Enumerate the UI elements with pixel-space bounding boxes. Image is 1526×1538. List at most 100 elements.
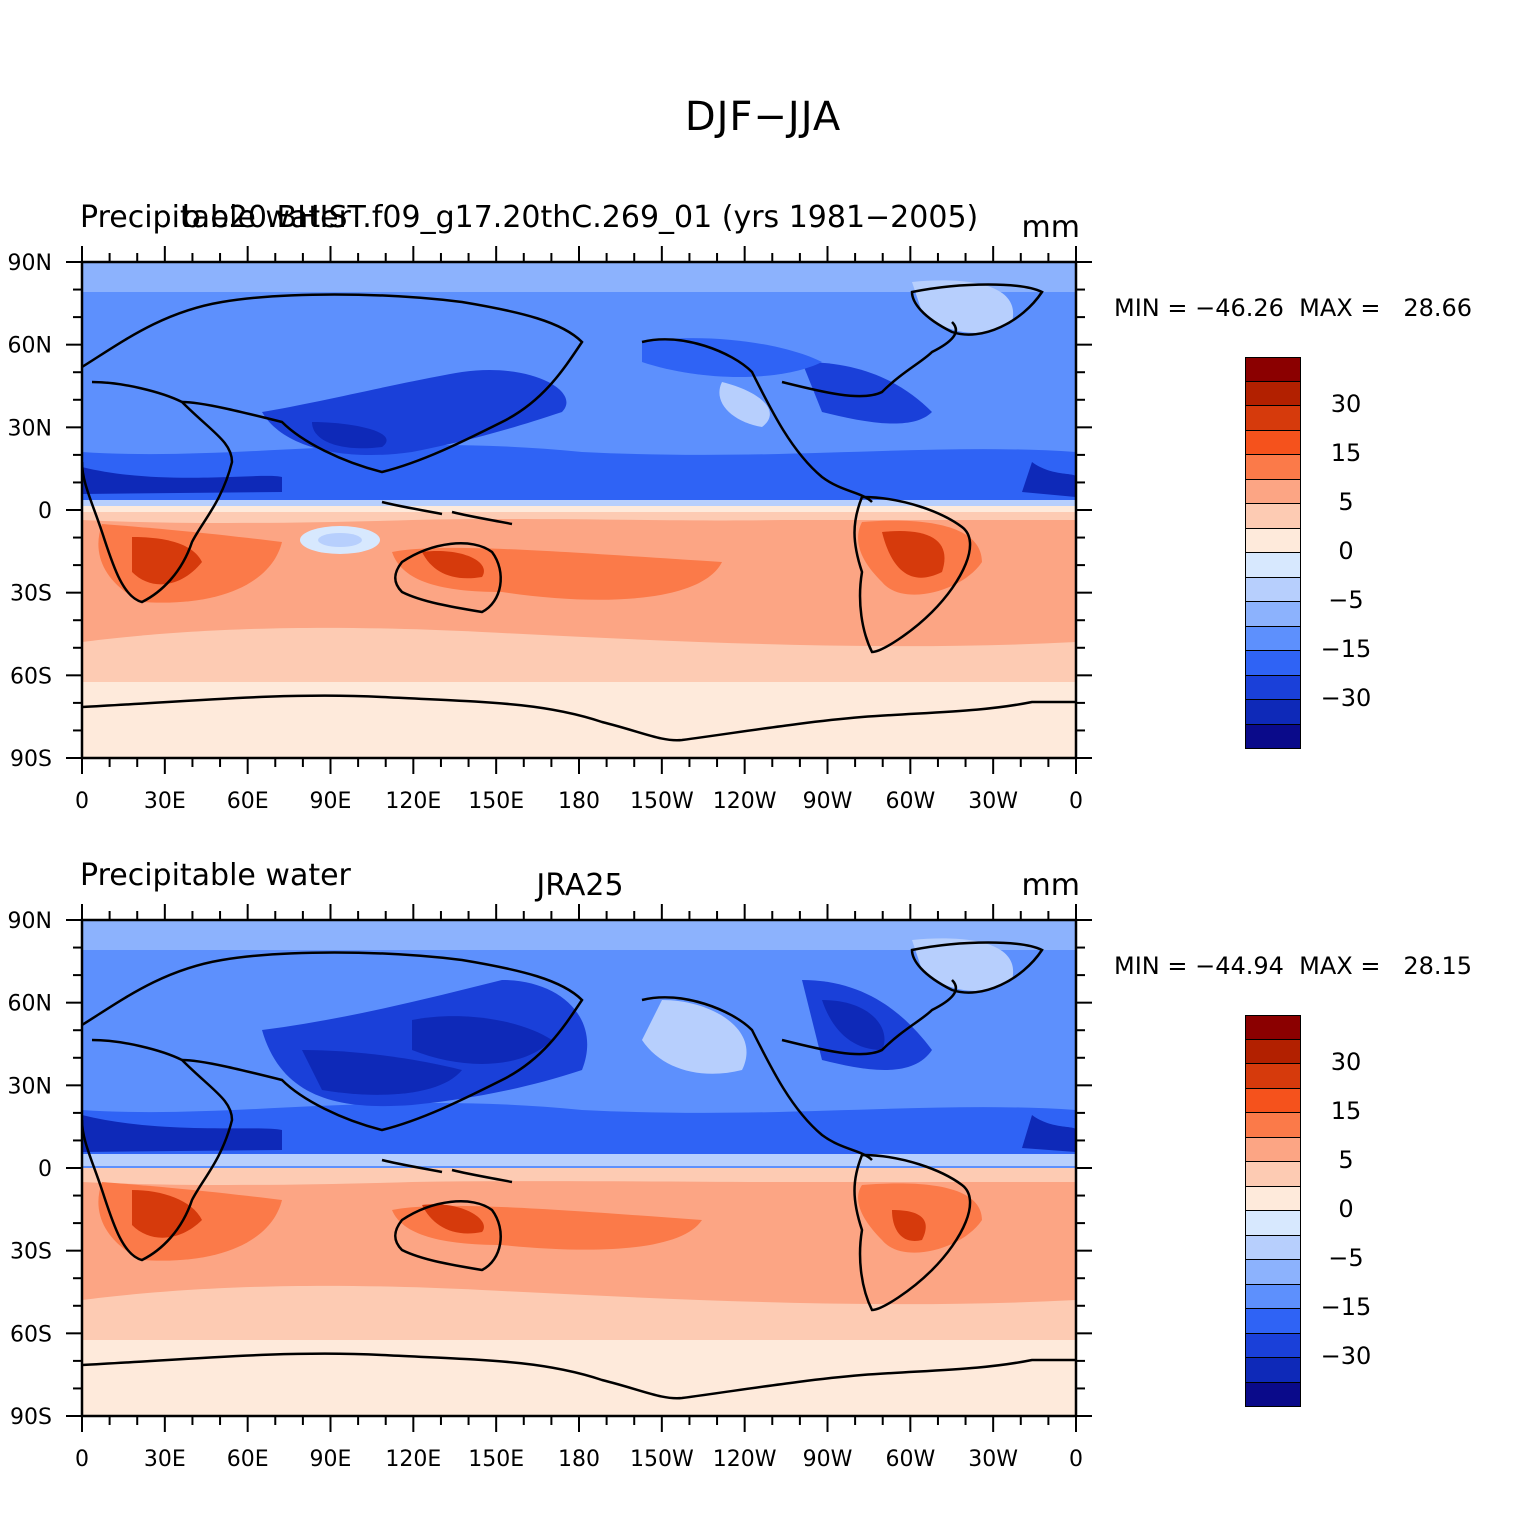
lon-tick-label: 150E	[468, 1447, 524, 1472]
lat-tick-label: 30S	[10, 1240, 52, 1265]
colorbar-box	[1245, 577, 1301, 602]
lon-tick-label: 120W	[713, 1447, 777, 1472]
lon-tick-label: 180	[558, 789, 600, 814]
colorbar-box	[1245, 1235, 1301, 1260]
colorbar-box	[1245, 700, 1301, 725]
colorbar-label: 15	[1330, 439, 1362, 467]
lon-tick-label: 30W	[968, 789, 1018, 814]
colorbar-box	[1245, 455, 1301, 480]
colorbar-label: 30	[1330, 1048, 1362, 1076]
colorbar-label: 15	[1330, 1097, 1362, 1125]
lon-tick-label: 120W	[713, 789, 777, 814]
colorbar-box	[1245, 430, 1301, 455]
colorbar-box	[1245, 1088, 1301, 1113]
lat-tick-label: 90S	[10, 747, 52, 772]
lon-tick-label: 180	[558, 1447, 600, 1472]
axes-ticks: 0 30E 60E 90E 120E 150E 180 150W 120W 90W 60W 30W 09…	[8, 904, 1092, 1472]
colorbar-box	[1245, 528, 1301, 553]
colorbar-label: −15	[1320, 1293, 1372, 1321]
colorbar-label: −30	[1320, 1342, 1372, 1370]
lat-tick-label: 60N	[8, 992, 52, 1017]
lat-tick-label: 60S	[10, 664, 52, 689]
lon-tick-label: 90E	[310, 789, 352, 814]
panel-left-title: Precipitable water	[80, 200, 351, 235]
lon-tick-label: 60W	[885, 1447, 935, 1472]
lon-tick-label: 150E	[468, 789, 524, 814]
colorbar-label: 5	[1338, 488, 1354, 516]
lon-tick-label: 30E	[144, 1447, 186, 1472]
map-plot-area	[82, 920, 1076, 1416]
lon-tick-label: 90W	[803, 1447, 853, 1472]
colorbar-label: 0	[1338, 537, 1354, 565]
lat-tick-label: 30S	[10, 582, 52, 607]
lon-tick-label: 30W	[968, 1447, 1018, 1472]
colorbar-label: −15	[1320, 635, 1372, 663]
colorbar-box	[1245, 479, 1301, 504]
lon-tick-label: 30E	[144, 789, 186, 814]
colorbar	[1245, 357, 1301, 749]
lon-tick-label: 90W	[803, 789, 853, 814]
panel-model: Precipitable water b.e20.BHIST.f09_g17.2…	[0, 0, 1526, 814]
colorbar-box	[1245, 1358, 1301, 1383]
lat-tick-label: 30N	[8, 416, 52, 441]
lat-tick-label: 60S	[10, 1322, 52, 1347]
colorbar-box	[1245, 504, 1301, 529]
precip-field-map	[82, 262, 1076, 758]
colorbar-label: 30	[1330, 390, 1362, 418]
panel-center-title: b.e20.BHIST.f09_g17.20thC.269_01 (yrs 19…	[181, 200, 979, 235]
colorbar-box	[1245, 553, 1301, 578]
figure-title: DJF−JJA	[684, 94, 842, 140]
map-plot-area	[82, 262, 1076, 758]
precip-field-map	[82, 920, 1076, 1416]
colorbar-box	[1245, 1211, 1301, 1236]
min-max-label: MIN = −44.94 MAX = 28.15	[1114, 952, 1473, 980]
panel-units: mm	[1021, 210, 1080, 245]
colorbar-box	[1245, 651, 1301, 676]
lon-tick-label: 150W	[630, 1447, 694, 1472]
colorbar-box	[1245, 1137, 1301, 1162]
colorbar-label: −5	[1328, 1244, 1364, 1272]
lat-tick-label: 90S	[10, 1405, 52, 1430]
lon-tick-label: 120E	[385, 1447, 441, 1472]
colorbar	[1245, 1015, 1301, 1407]
colorbar-box	[1245, 1039, 1301, 1064]
lat-tick-label: 30N	[8, 1074, 52, 1099]
colorbar-box	[1245, 1382, 1301, 1407]
lon-tick-label: 0	[1069, 789, 1083, 814]
lon-tick-label: 0	[75, 789, 89, 814]
panel-center-title: JRA25	[536, 868, 624, 903]
colorbar-box	[1245, 381, 1301, 406]
colorbar-label: 0	[1338, 1195, 1354, 1223]
lat-tick-label: 0	[38, 499, 52, 524]
lon-tick-label: 60E	[227, 1447, 269, 1472]
colorbar-box	[1245, 1260, 1301, 1285]
lon-tick-label: 60E	[227, 789, 269, 814]
colorbar-label: −5	[1328, 586, 1364, 614]
lon-tick-label: 90E	[310, 1447, 352, 1472]
map-border	[80, 918, 1078, 1418]
colorbar-box	[1245, 675, 1301, 700]
panel-units: mm	[1021, 868, 1080, 903]
colorbar-box	[1245, 724, 1301, 749]
colorbar-box	[1245, 1113, 1301, 1138]
panel-obs: Precipitable water JRA25 mm MIN = −44.94…	[0, 658, 1526, 1472]
colorbar-box	[1245, 1064, 1301, 1089]
colorbar-label: 5	[1338, 1146, 1354, 1174]
lon-tick-label: 60W	[885, 789, 935, 814]
min-max-label: MIN = −46.26 MAX = 28.66	[1114, 294, 1473, 322]
colorbar-box	[1245, 1284, 1301, 1309]
colorbar-box	[1245, 1309, 1301, 1334]
panel-left-title: Precipitable water	[80, 858, 351, 893]
colorbar-box	[1245, 1162, 1301, 1187]
lat-tick-label: 90N	[8, 251, 52, 276]
colorbar-box	[1245, 1333, 1301, 1358]
axes-ticks: 0 30E 60E 90E 120E 150E 180 150W 120W 90W 60W 30W 09…	[8, 246, 1092, 814]
lon-tick-label: 0	[1069, 1447, 1083, 1472]
colorbar-box	[1245, 1186, 1301, 1211]
colorbar-box	[1245, 357, 1301, 382]
colorbar-label: −30	[1320, 684, 1372, 712]
lat-tick-label: 60N	[8, 334, 52, 359]
lon-tick-label: 120E	[385, 789, 441, 814]
colorbar-box	[1245, 1015, 1301, 1040]
lon-tick-label: 150W	[630, 789, 694, 814]
